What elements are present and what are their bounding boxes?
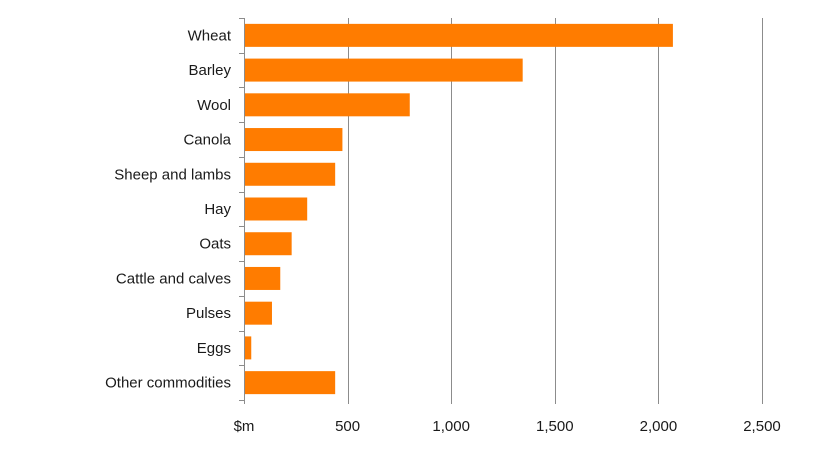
category-label: Sheep and lambs <box>114 166 231 183</box>
bars <box>245 23 673 395</box>
x-tick-label: $m <box>234 418 255 435</box>
category-label: Pulses <box>186 305 231 322</box>
category-label: Oats <box>199 236 231 253</box>
bar-wool <box>245 93 410 117</box>
bar-cattle-and-calves <box>245 266 281 290</box>
bar-sheep-and-lambs <box>245 162 336 186</box>
bar-hay <box>245 197 308 221</box>
category-label: Wool <box>197 97 231 114</box>
category-label: Canola <box>183 132 231 149</box>
x-tick-labels: $m 500 1,000 1,500 2,000 2,500 <box>234 418 781 435</box>
category-label: Other commodities <box>105 375 231 392</box>
x-tick-label: 1,000 <box>432 418 470 435</box>
gridlines <box>348 18 763 404</box>
x-tick-label: 2,500 <box>743 418 781 435</box>
category-label: Wheat <box>188 27 232 44</box>
x-tick-label: 500 <box>335 418 360 435</box>
bar-wheat <box>245 23 673 47</box>
bar-other-commodities <box>245 371 336 395</box>
x-tick-label: 2,000 <box>640 418 678 435</box>
category-label: Hay <box>204 201 231 218</box>
bar-eggs <box>245 336 252 360</box>
category-labels: Wheat Barley Wool Canola Sheep and lambs Hay O… <box>105 27 232 391</box>
x-tick-label: 1,500 <box>536 418 574 435</box>
y-axis <box>239 18 245 404</box>
category-label: Eggs <box>197 340 231 357</box>
category-label: Cattle and calves <box>116 270 231 287</box>
bar-pulses <box>245 301 272 325</box>
category-label: Barley <box>188 62 231 79</box>
bar-barley <box>245 58 523 82</box>
bar-oats <box>245 232 292 256</box>
bar-canola <box>245 128 343 152</box>
